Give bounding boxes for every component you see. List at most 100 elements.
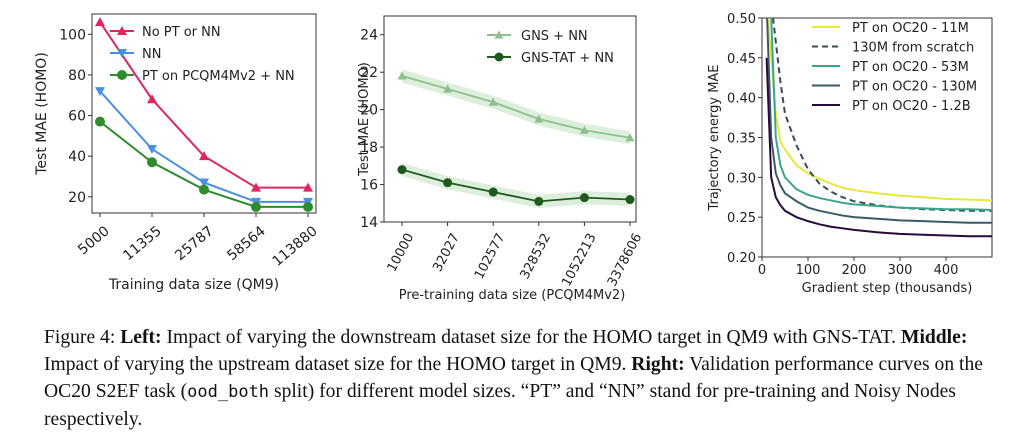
left-legend-label-1: NN bbox=[142, 47, 161, 62]
middle-series-0-point bbox=[534, 114, 544, 123]
left-chart: 20 40 60 80 100 5000 11355 25787 58564 113880 Trai… bbox=[34, 13, 321, 293]
middle-ytick-label: 20 bbox=[360, 103, 378, 119]
middle-series-1-point bbox=[625, 195, 635, 205]
right-xlabel: Gradient step (thousands) bbox=[802, 281, 973, 296]
left-series-0-point bbox=[251, 182, 261, 192]
left-ytick-label: 100 bbox=[59, 27, 86, 43]
middle-xtick-label: 32027 bbox=[430, 231, 463, 275]
left-legend-label-0: No PT or NN bbox=[142, 25, 221, 40]
middle-series-band-0 bbox=[402, 69, 630, 145]
left-xtick-label: 113880 bbox=[270, 223, 321, 270]
left-series-2-point bbox=[199, 184, 209, 195]
caption-middle-text: Impact of varying the upstream dataset s… bbox=[44, 354, 627, 375]
middle-series-line-1 bbox=[401, 168, 631, 203]
middle-series-band-1 bbox=[402, 163, 630, 208]
middle-xtick-label: 102577 bbox=[472, 231, 509, 282]
caption-middle-label: Middle: bbox=[900, 327, 968, 348]
left-xlabel: Training data size (QM9) bbox=[108, 277, 279, 293]
left-ytick-label: 20 bbox=[68, 190, 86, 206]
left-legend-label-2: PT on PCQM4Mv2 + NN bbox=[142, 69, 295, 84]
middle-xlabel: Pre-training data size (PCQM4Mv2) bbox=[399, 288, 626, 303]
left-series-line-0 bbox=[99, 21, 308, 189]
left-legend-marker-1 bbox=[117, 49, 127, 58]
middle-series-1-point bbox=[488, 187, 498, 197]
right-legend-label-2: PT on OC20 - 53M bbox=[852, 60, 969, 75]
left-series-2-point bbox=[303, 201, 313, 212]
middle-legend-marker-1 bbox=[494, 52, 504, 62]
middle-ytick-label: 18 bbox=[360, 140, 378, 156]
middle-ytick-label: 22 bbox=[360, 65, 378, 81]
middle-xtick-label: 1052213 bbox=[559, 231, 599, 289]
figure-caption: Figure 4: Left: Impact of varying the do… bbox=[44, 324, 1004, 433]
right-xtick-label: 0 bbox=[758, 263, 766, 278]
left-legend-marker-0 bbox=[117, 26, 127, 35]
left-series-0-point bbox=[95, 17, 105, 27]
left-ytick-label: 80 bbox=[68, 68, 86, 84]
left-series-2-point bbox=[95, 116, 105, 127]
left-ylabel: Test MAE (HOMO) bbox=[34, 52, 50, 176]
right-legend-label-4: PT on OC20 - 1.2B bbox=[852, 99, 971, 114]
left-ytick-label: 40 bbox=[68, 149, 86, 165]
left-xtick-label: 25787 bbox=[172, 223, 216, 264]
middle-ytick-label: 24 bbox=[360, 28, 378, 44]
caption-note: “PT” and “NN” stand for pre-training and… bbox=[44, 381, 956, 430]
middle-xtick-label: 328532 bbox=[518, 231, 555, 282]
middle-series-0-point bbox=[625, 133, 635, 142]
right-ytick-label: 0.45 bbox=[727, 52, 756, 67]
caption-left-text: Impact of varying the downstream dataset… bbox=[166, 327, 897, 348]
middle-axes-frame bbox=[383, 15, 637, 223]
right-ylabel: Trajectory energy MAE bbox=[707, 64, 722, 211]
middle-legend-label-1: GNS-TAT + NN bbox=[521, 51, 614, 66]
right-xtick-label: 200 bbox=[842, 263, 867, 278]
right-series-line-4 bbox=[765, 57, 992, 238]
caption-right-text-1: Validation performance curves on the OC2… bbox=[44, 354, 983, 402]
right-ytick-label: 0.20 bbox=[727, 251, 756, 266]
middle-series-0-point bbox=[488, 97, 498, 106]
middle-series-1-point bbox=[534, 196, 544, 206]
right-ytick-label: 0.50 bbox=[727, 12, 756, 27]
right-xtick-label: 100 bbox=[796, 263, 821, 278]
middle-legend-marker-0 bbox=[494, 30, 504, 39]
left-series-2-point bbox=[147, 157, 157, 168]
left-series-0-point bbox=[303, 182, 313, 192]
right-legend-label-3: PT on OC20 - 130M bbox=[852, 80, 977, 95]
right-xtick-label: 300 bbox=[888, 263, 913, 278]
middle-series-0-point bbox=[579, 125, 589, 134]
middle-series-1-point bbox=[397, 165, 407, 175]
middle-series-line-0 bbox=[401, 75, 631, 139]
left-series-1-point bbox=[199, 178, 209, 188]
middle-series-0-point bbox=[443, 84, 453, 93]
middle-legend-label-0: GNS + NN bbox=[521, 29, 588, 44]
right-legend-label-1: 130M from scratch bbox=[852, 41, 974, 56]
left-legend-marker-2 bbox=[117, 70, 127, 80]
left-series-0-point bbox=[199, 151, 209, 161]
left-series-2-point bbox=[251, 201, 261, 212]
right-ytick-label: 0.30 bbox=[727, 171, 756, 186]
right-series-line-3 bbox=[766, 18, 992, 224]
middle-ytick-label: 16 bbox=[360, 178, 378, 194]
left-xtick-label: 5000 bbox=[75, 223, 113, 258]
left-xtick-label: 11355 bbox=[120, 223, 164, 264]
left-series-0-point bbox=[147, 94, 157, 104]
middle-series-1-point bbox=[579, 193, 589, 203]
caption-figure-label: Figure 4: bbox=[44, 327, 116, 348]
right-ytick-label: 0.25 bbox=[727, 211, 756, 226]
right-legend-label-0: PT on OC20 - 11M bbox=[852, 21, 969, 36]
middle-xtick-label: 3378606 bbox=[605, 231, 645, 289]
right-series-line-2 bbox=[770, 18, 992, 211]
middle-ytick-label: 14 bbox=[360, 215, 378, 231]
left-ytick-label: 60 bbox=[68, 109, 86, 125]
figure: 20 40 60 80 100 5000 11355 25787 58564 113880 Trai… bbox=[34, 12, 993, 303]
right-ytick-label: 0.40 bbox=[727, 92, 756, 107]
right-chart: 0.20 0.25 0.30 0.35 0.40 0.45 0.50 0 100 200 300 40… bbox=[707, 12, 993, 296]
caption-right-text-2: split) for different model sizes. bbox=[269, 381, 516, 402]
caption-left-label: Left: bbox=[120, 327, 162, 348]
right-series-line-0 bbox=[766, 18, 992, 202]
left-xtick-label: 58564 bbox=[224, 223, 268, 264]
left-series-1-point bbox=[95, 87, 105, 97]
middle-series-1-point bbox=[443, 178, 453, 188]
right-ytick-label: 0.35 bbox=[727, 132, 756, 147]
middle-series-0-point bbox=[397, 71, 407, 80]
middle-ylabel: Test MAE (HOMO) bbox=[357, 62, 372, 177]
caption-right-label: Right: bbox=[631, 354, 685, 375]
